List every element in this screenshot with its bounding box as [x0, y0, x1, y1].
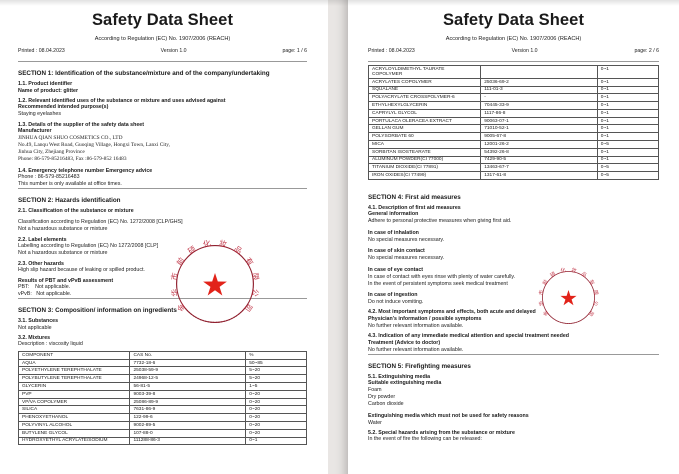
svg-text:化: 化 [202, 238, 212, 249]
svg-text:司: 司 [587, 309, 596, 317]
svg-text:妆: 妆 [571, 266, 578, 275]
svg-text:前: 前 [174, 255, 187, 267]
svg-text:硕: 硕 [549, 270, 557, 279]
svg-text:有: 有 [243, 255, 256, 267]
svg-text:品: 品 [580, 270, 588, 279]
svg-text:华: 华 [169, 288, 180, 298]
svg-text:公: 公 [591, 300, 598, 306]
svg-text:限: 限 [592, 289, 601, 296]
svg-text:司: 司 [243, 302, 255, 313]
svg-text:限: 限 [250, 272, 260, 281]
svg-text:市: 市 [537, 289, 546, 296]
svg-text:硕: 硕 [186, 244, 198, 256]
svg-text:有: 有 [587, 278, 597, 287]
svg-text:化: 化 [560, 266, 567, 275]
svg-text:前: 前 [540, 278, 550, 287]
svg-text:金: 金 [175, 301, 188, 313]
svg-text:品: 品 [232, 244, 244, 256]
